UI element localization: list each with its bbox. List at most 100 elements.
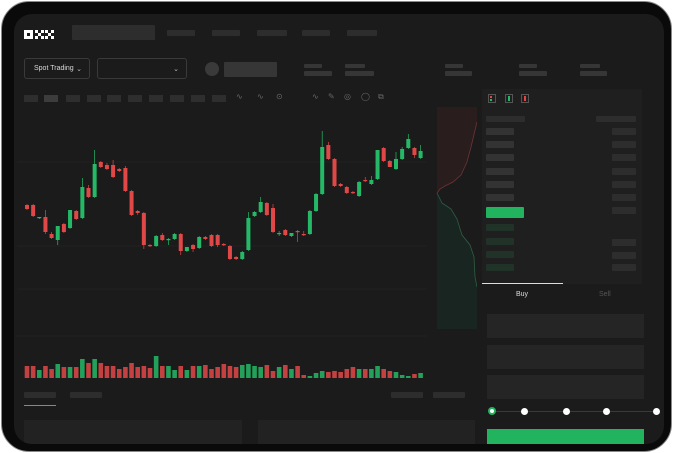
candle	[326, 145, 331, 159]
interval-button[interactable]	[212, 95, 226, 102]
candle	[178, 234, 183, 251]
slider-stop[interactable]	[521, 408, 528, 415]
volume-bar	[221, 364, 227, 378]
interval-button[interactable]	[87, 95, 101, 102]
pair-select[interactable]: ⌄	[97, 58, 187, 79]
chevron-down-icon: ⌄	[76, 66, 82, 73]
volume-bar	[233, 367, 239, 378]
candle	[381, 148, 386, 161]
interval-button[interactable]	[107, 95, 121, 102]
slider-stop[interactable]	[653, 408, 660, 415]
candlestick-chart[interactable]	[17, 107, 427, 379]
candle	[234, 257, 239, 259]
pencil-icon[interactable]: ✎	[328, 92, 335, 101]
book-row-price[interactable]	[486, 141, 514, 148]
tab-order-history[interactable]	[70, 392, 102, 398]
stat-label	[445, 64, 463, 68]
indicator-icon[interactable]: ∿	[236, 92, 243, 101]
volume-bar	[350, 367, 356, 378]
chart-type-icon[interactable]: ∿	[257, 92, 264, 101]
candle	[277, 233, 282, 235]
book-row-price[interactable]	[486, 224, 514, 231]
stat-label	[580, 64, 600, 68]
book-row-price[interactable]	[486, 251, 514, 258]
candle	[301, 234, 306, 236]
slider-handle[interactable]	[488, 407, 496, 415]
nav-item[interactable]	[167, 30, 195, 36]
spot-trading-select[interactable]: Spot Trading ⌄	[24, 58, 90, 79]
circle-icon[interactable]: ◯	[361, 92, 370, 101]
book-row-price[interactable]	[486, 194, 514, 201]
interval-button[interactable]	[149, 95, 163, 102]
candle	[135, 211, 140, 213]
buy-submit-button[interactable]	[487, 429, 644, 444]
book-row-price[interactable]	[486, 181, 514, 188]
candle	[61, 224, 66, 232]
nav-item[interactable]	[302, 30, 330, 36]
slider-stop[interactable]	[603, 408, 610, 415]
interval-button[interactable]	[24, 95, 38, 102]
search-input[interactable]	[72, 25, 155, 40]
amount-input[interactable]	[487, 345, 644, 369]
volume-bar	[313, 373, 319, 378]
candle	[221, 244, 226, 246]
book-row-price[interactable]	[486, 154, 514, 161]
interval-button[interactable]	[191, 95, 205, 102]
settings-icon[interactable]: ⊙	[276, 92, 283, 101]
volume-bar	[369, 369, 374, 378]
book-view-bids-icon[interactable]	[505, 94, 513, 103]
candle	[283, 230, 288, 235]
interval-button[interactable]	[170, 95, 184, 102]
book-row-price[interactable]	[486, 264, 514, 271]
book-row-amount	[612, 264, 636, 271]
volume-bar	[160, 366, 165, 378]
book-row-amount	[612, 194, 636, 201]
volume-bar	[375, 366, 380, 378]
volume-bar	[393, 372, 399, 378]
candle	[166, 239, 171, 241]
price-input[interactable]	[487, 314, 644, 338]
filter-button[interactable]	[391, 392, 423, 398]
line-tool-icon[interactable]: ∿	[312, 92, 319, 101]
candle	[350, 192, 355, 194]
book-row-price[interactable]	[486, 238, 514, 245]
tab-sell[interactable]: Sell	[599, 291, 611, 298]
volume-bar	[227, 366, 233, 378]
tab-open-orders[interactable]	[24, 392, 56, 398]
book-row-amount	[612, 154, 636, 161]
candle	[412, 148, 417, 155]
stat-label	[345, 64, 365, 68]
book-row-amount	[612, 181, 636, 188]
candle	[400, 149, 405, 159]
volume-bar	[246, 364, 251, 378]
nav-item[interactable]	[257, 30, 287, 36]
total-input[interactable]	[487, 375, 644, 399]
okx-logo[interactable]	[24, 27, 54, 39]
interval-button[interactable]	[128, 95, 142, 102]
book-row-amount	[612, 141, 636, 148]
target-icon[interactable]: ◎	[344, 92, 351, 101]
nav-item[interactable]	[347, 30, 377, 36]
candle	[295, 231, 300, 233]
book-view-both-icon[interactable]	[488, 94, 496, 103]
tab-buy[interactable]: Buy	[516, 291, 529, 298]
candle	[258, 202, 263, 212]
book-row-price[interactable]	[486, 168, 514, 175]
fullscreen-icon[interactable]: ⧉	[378, 92, 384, 101]
volume-bar	[276, 367, 282, 378]
filter-button[interactable]	[433, 392, 465, 398]
book-view-asks-icon[interactable]	[521, 94, 529, 103]
nav-item[interactable]	[212, 30, 240, 36]
volume-bar	[67, 367, 73, 378]
slider-stop[interactable]	[563, 408, 570, 415]
interval-button[interactable]	[44, 95, 58, 102]
volume-bar	[55, 364, 61, 378]
candle	[332, 159, 337, 186]
book-row-price[interactable]	[486, 128, 514, 135]
volume-bar	[80, 359, 85, 378]
amount-slider[interactable]	[488, 407, 660, 415]
candle	[68, 210, 73, 228]
candle	[375, 150, 380, 179]
interval-button[interactable]	[66, 95, 80, 102]
volume-bar	[184, 370, 190, 378]
